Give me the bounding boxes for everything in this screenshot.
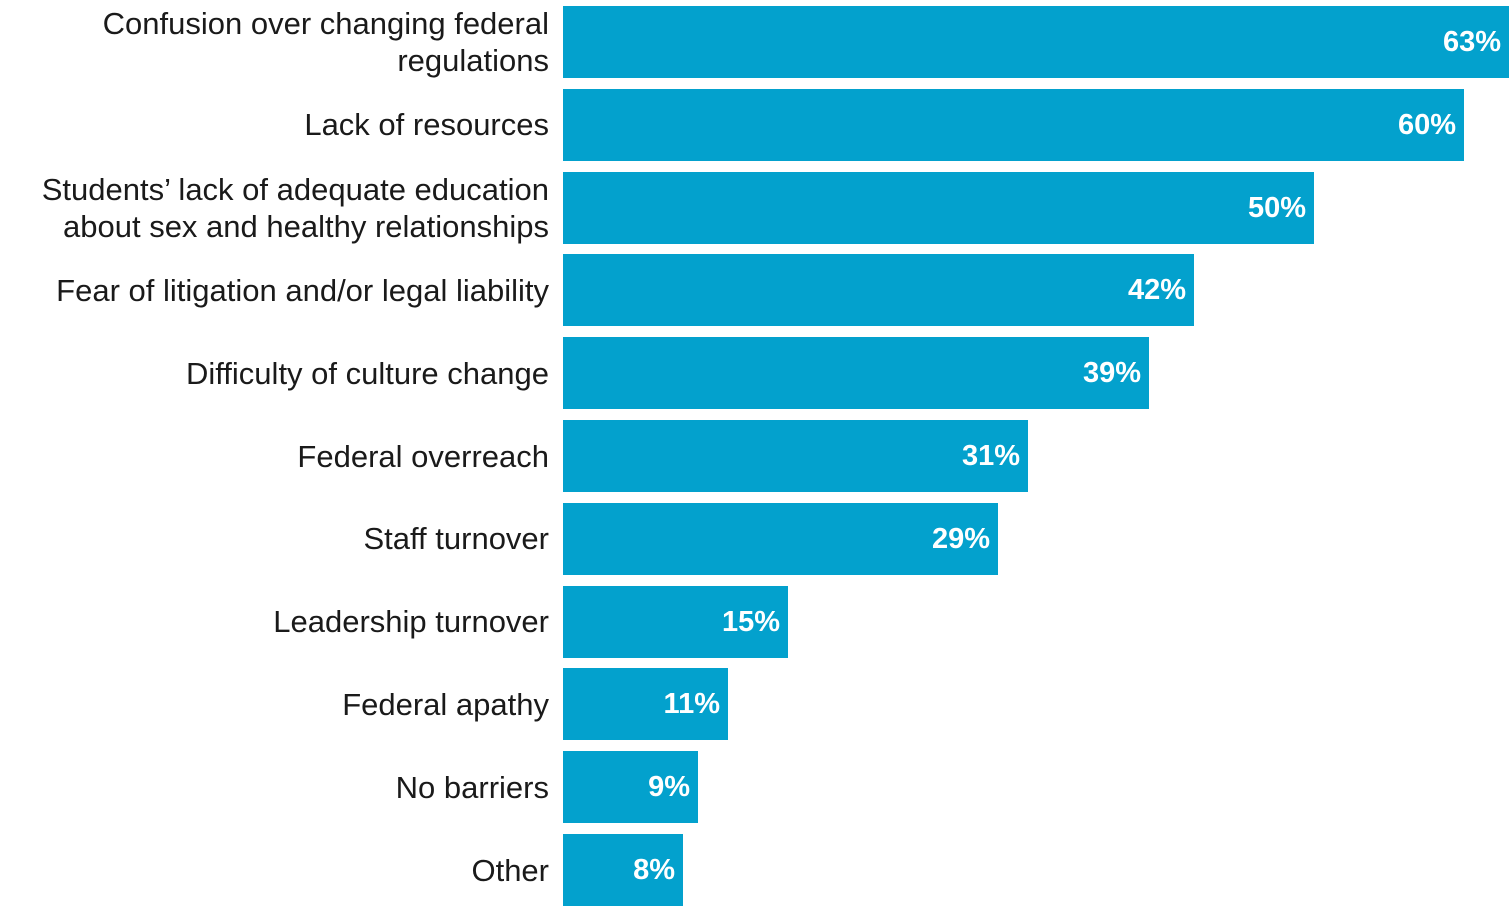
- bar-value-label: 15%: [721, 605, 780, 638]
- category-label: Federal apathy: [342, 687, 549, 722]
- category-label: Students’ lack of adequate education abo…: [41, 172, 549, 244]
- category-label: Confusion over changing federal regulati…: [102, 6, 549, 78]
- category-label: Fear of litigation and/or legal liabilit…: [56, 273, 549, 308]
- bar: [563, 751, 698, 824]
- bar: [563, 420, 1028, 492]
- bar: [563, 337, 1149, 410]
- category-label: Federal overreach: [297, 439, 549, 474]
- bar: [563, 668, 728, 741]
- bar: [563, 502, 998, 575]
- category-label: Other: [471, 853, 549, 888]
- category-label: Staff turnover: [363, 521, 549, 556]
- category-label: Lack of resources: [304, 107, 549, 142]
- bar: [563, 834, 683, 906]
- bar: [563, 6, 1509, 78]
- bar-value-label: 39%: [1082, 357, 1141, 390]
- bar-value-label: 11%: [663, 688, 720, 721]
- category-label: Leadership turnover: [273, 604, 549, 639]
- bar-value-label: 9%: [648, 771, 690, 804]
- bar-value-label: 63%: [1442, 26, 1501, 58]
- bar: [563, 254, 1194, 327]
- bar-value-label: 60%: [1397, 108, 1456, 141]
- bar: [563, 171, 1314, 244]
- category-label: Difficulty of culture change: [185, 356, 549, 391]
- bar: [563, 585, 788, 658]
- bar-value-label: 8%: [633, 854, 675, 886]
- bar-value-label: 42%: [1127, 274, 1186, 307]
- bar: [563, 88, 1464, 161]
- bar-value-label: 50%: [1247, 191, 1306, 224]
- category-label: No barriers: [395, 770, 549, 805]
- bar-value-label: 29%: [931, 522, 990, 555]
- bar-value-label: 31%: [961, 440, 1020, 472]
